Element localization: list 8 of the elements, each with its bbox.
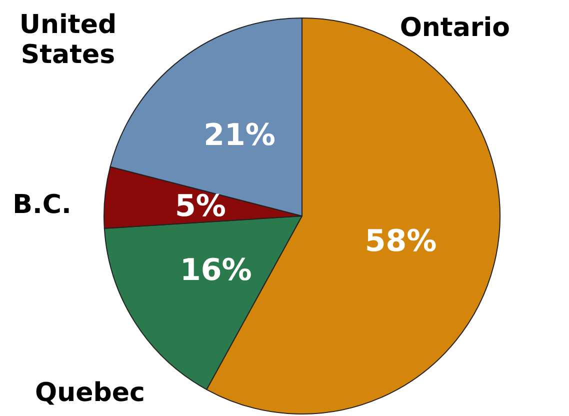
- data-label: 58%: [364, 224, 437, 259]
- data-label: 5%: [174, 188, 226, 224]
- data-label: 21%: [204, 118, 276, 153]
- slice-label: United States: [19, 10, 117, 70]
- slice-label: Ontario: [400, 13, 510, 43]
- slice-label: B.C.: [12, 190, 72, 220]
- slice-label: Quebec: [35, 378, 145, 408]
- data-label: 16%: [180, 253, 252, 288]
